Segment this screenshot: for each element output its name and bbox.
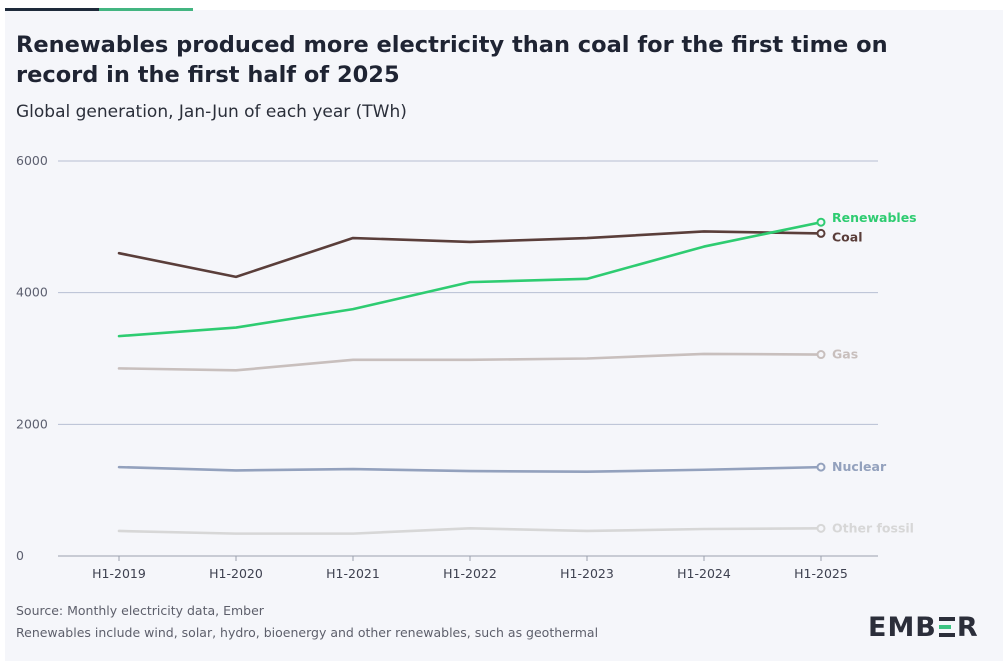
x-tick-label: H1-2019 bbox=[92, 566, 146, 580]
series-end-marker-other-fossil bbox=[816, 523, 826, 533]
series-line-nuclear bbox=[117, 465, 823, 474]
chart-card bbox=[5, 10, 1003, 661]
x-tick-label: H1-2021 bbox=[326, 566, 380, 580]
series-label-coal: Coal bbox=[832, 229, 862, 244]
line-chart: 0 2000 4000 6000 H1-2019 H1-2020 H1-2021 H1-202… bbox=[16, 153, 917, 580]
series-label-gas: Gas bbox=[832, 347, 858, 362]
y-tick-label: 2000 bbox=[16, 416, 48, 431]
x-tick-label: H1-2024 bbox=[677, 566, 731, 580]
series-line-coal bbox=[117, 230, 823, 279]
y-tick-label: 4000 bbox=[16, 285, 48, 300]
series-label-nuclear: Nuclear bbox=[832, 459, 887, 474]
series-line-renewables bbox=[117, 220, 823, 338]
series-end-marker-nuclear bbox=[816, 462, 826, 472]
x-tick-label: H1-2022 bbox=[443, 566, 497, 580]
y-tick-label: 6000 bbox=[16, 153, 48, 168]
series-end-marker-coal bbox=[816, 228, 826, 238]
footnote: Renewables include wind, solar, hydro, b… bbox=[16, 625, 599, 640]
x-tick-label: H1-2023 bbox=[560, 566, 614, 580]
series-line-other-fossil bbox=[117, 527, 823, 535]
series-end-marker-renewables bbox=[816, 217, 826, 227]
series-line-gas bbox=[117, 352, 823, 372]
series-label-other-fossil: Other fossil bbox=[832, 520, 914, 535]
chart-title: Renewables produced more electricity tha… bbox=[16, 32, 888, 88]
ember-logo: EMB R bbox=[868, 612, 979, 643]
series-label-renewables: Renewables bbox=[832, 210, 917, 225]
y-tick-label: 0 bbox=[16, 548, 24, 563]
x-tick-label: H1-2020 bbox=[209, 566, 263, 580]
series-end-marker-gas bbox=[816, 350, 826, 360]
source-note: Source: Monthly electricity data, Ember bbox=[16, 603, 264, 618]
accent-bar bbox=[5, 8, 193, 11]
chart-subtitle: Global generation, Jan-Jun of each year … bbox=[16, 102, 407, 122]
x-tick-label: H1-2025 bbox=[794, 566, 848, 580]
